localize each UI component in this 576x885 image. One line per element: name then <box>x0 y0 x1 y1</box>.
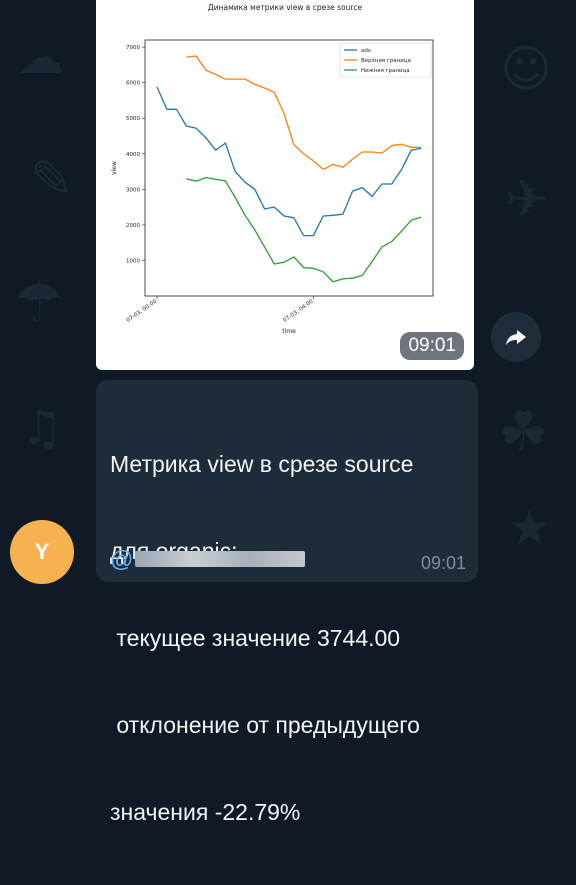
chart-title: Динамика метрики view в срезе source <box>208 3 363 12</box>
y-tick-label: 3000 <box>126 187 140 193</box>
y-axis-ticks: 1000 2000 3000 4000 5000 6000 7000 <box>126 45 145 264</box>
legend-label: Нижняя граница <box>361 68 410 74</box>
forward-arrow-icon <box>506 330 526 345</box>
redacted-username <box>135 551 306 567</box>
chart-series <box>156 55 422 283</box>
chart-image-message[interactable]: Динамика метрики view в срезе source 100… <box>96 0 474 370</box>
x-axis-label: time <box>282 328 296 335</box>
photo-timestamp: 09:01 <box>400 332 464 360</box>
y-tick-label: 7000 <box>126 45 140 51</box>
wallpaper-doodle-icon: ☂ <box>14 270 65 335</box>
y-tick-label: 5000 <box>126 116 140 122</box>
mention-at-sign: @ <box>110 545 134 572</box>
wallpaper-doodle-icon: ✈ <box>505 170 549 230</box>
x-tick-label: 07-03, 00:00 <box>126 298 159 323</box>
series-line <box>186 176 422 283</box>
wallpaper-doodle-icon: ✎ <box>30 150 74 210</box>
y-tick-label: 1000 <box>126 258 140 264</box>
wallpaper-doodle-icon: ♫ <box>20 400 64 456</box>
y-tick-label: 4000 <box>126 152 140 158</box>
wallpaper-doodle-icon: ★ <box>508 500 552 556</box>
forward-button[interactable] <box>491 312 541 362</box>
chat-wallpaper: ☁ ✎ ☂ ♫ ☺ ✈ ☘ ★ <box>14 30 553 556</box>
message-text: Метрика view в срезе source для organic:… <box>110 392 470 885</box>
x-axis-ticks: 07-03, 00:00 07-03, 04:00 <box>126 296 315 324</box>
message-line: текущее значение 3744.00 <box>110 625 401 651</box>
series-line <box>186 55 421 171</box>
wallpaper-doodle-icon: ☁ <box>18 30 64 84</box>
text-message-bubble[interactable]: Метрика view в срезе source для organic:… <box>96 380 478 825</box>
y-tick-label: 6000 <box>126 81 140 87</box>
plot-area <box>144 39 434 297</box>
sender-avatar[interactable]: Y <box>10 520 74 584</box>
series-line <box>156 86 422 237</box>
avatar-letter: Y <box>34 539 50 564</box>
metric-chart: Динамика метрики view в срезе source 100… <box>111 3 434 335</box>
message-line: Метрика view в срезе source <box>110 451 414 477</box>
wallpaper-doodle-icon: ☘ <box>498 400 549 465</box>
legend-label: ads <box>361 48 371 54</box>
y-tick-label: 2000 <box>126 223 140 229</box>
chart-legend: ads Верхняя граница Нижняя граница <box>339 42 432 78</box>
bot-mention-link[interactable]: @ <box>110 544 306 574</box>
wallpaper-doodle-icon: ☺ <box>500 40 553 98</box>
legend-label: Верхняя граница <box>361 58 411 64</box>
message-timestamp: 09:01 <box>420 553 466 573</box>
x-tick-label: 07-03, 04:00 <box>282 298 315 323</box>
message-line: значения -22.79% <box>110 799 301 825</box>
y-axis-label: view <box>111 161 118 175</box>
message-line: отклонение от предыдущего <box>110 712 420 738</box>
